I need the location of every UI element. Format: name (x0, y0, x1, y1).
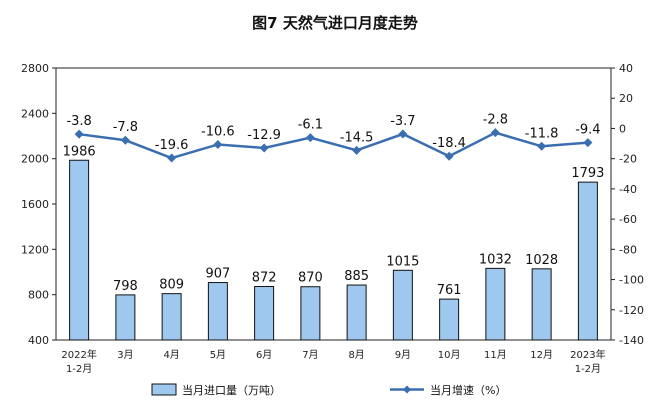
x-tick-label: 6月 (256, 349, 272, 361)
x-tick-label: 1-2月 (66, 363, 92, 375)
bar-value-label: 870 (298, 271, 323, 286)
bar (485, 267, 506, 341)
left-tick-label: 1600 (21, 198, 49, 211)
x-tick-label: 1-2月 (575, 363, 601, 375)
line-point (444, 151, 454, 161)
line-point (583, 138, 593, 148)
legend-line-marker (403, 385, 411, 394)
left-tick-label: 2000 (21, 153, 49, 166)
bar (254, 286, 275, 341)
left-tick-label: 1200 (21, 243, 49, 256)
line-point (167, 153, 177, 163)
x-tick-label: 2023年 (570, 348, 605, 361)
line-value-label: -6.1 (298, 118, 323, 133)
bar-value-label: 1028 (525, 253, 558, 268)
line-point (537, 141, 547, 151)
line-point (213, 139, 223, 149)
plot-frame (55, 67, 612, 341)
line-value-label: -19.6 (155, 138, 189, 153)
x-tick-label: 12月 (530, 349, 553, 361)
right-tick-label: -40 (619, 183, 637, 196)
x-tick-label: 11月 (484, 349, 507, 361)
line-value-label: -12.9 (247, 128, 281, 143)
left-tick-label: 2400 (21, 107, 49, 120)
line-value-label: -3.7 (390, 114, 415, 129)
left-axis: 400 800 1200 1600 2000 2400 2800 (21, 62, 56, 347)
x-axis: 2022年 1-2月 3月 4月 5月 6月 7月 8月 9月 10月 11月 12月 2023年 1-2… (61, 348, 605, 375)
left-tick-label: 400 (28, 334, 49, 347)
bar-value-label: 809 (159, 278, 184, 293)
bar (392, 269, 413, 341)
line-value-label: -3.8 (66, 114, 91, 129)
line-point (120, 135, 130, 145)
x-tick-label: 7月 (302, 349, 318, 361)
right-tick-label: -100 (619, 274, 644, 287)
bar-value-label: 885 (344, 269, 369, 284)
right-tick-label: -80 (619, 243, 637, 256)
right-tick-label: -60 (619, 213, 637, 226)
line-point (490, 128, 500, 138)
line-point (259, 143, 269, 153)
bar (69, 159, 90, 341)
right-tick-label: 20 (619, 92, 633, 105)
bar-value-label: 1986 (63, 144, 96, 159)
bar (346, 284, 367, 341)
line-value-label: -7.8 (113, 120, 138, 135)
bar (161, 293, 182, 341)
x-tick-label: 5月 (210, 349, 226, 361)
line-value-label: -11.8 (525, 126, 559, 141)
x-tick-label: 9月 (395, 349, 411, 361)
bar-value-label: 907 (205, 267, 230, 282)
bar-data-labels: 1986 798 809 907 872 870 885 1015 761 1032 1028 179… (63, 144, 605, 298)
line-value-label: -9.4 (575, 123, 600, 138)
bar (300, 286, 321, 341)
left-tick-label: 800 (28, 289, 49, 302)
line-point (74, 129, 84, 139)
bar-value-label: 761 (437, 283, 462, 298)
line-point (352, 145, 362, 155)
right-tick-label: -20 (619, 153, 637, 166)
bar (577, 181, 598, 341)
bar-value-label: 1015 (386, 254, 419, 269)
line-value-label: -14.5 (340, 130, 374, 145)
x-tick-label: 3月 (117, 349, 133, 361)
chart-title: 图7 天然气进口月度走势 (252, 14, 418, 32)
bar (531, 268, 552, 341)
line-point (305, 133, 315, 143)
x-tick-label: 10月 (438, 349, 461, 361)
plot-border (55, 67, 612, 341)
bar-series (69, 159, 598, 341)
x-tick-label: 4月 (163, 349, 179, 361)
line-data-labels: -3.8 -7.8 -19.6 -10.6 -12.9 -6.1 -14.5 -3.7 -18.… (66, 113, 600, 153)
legend-line-label: 当月增速（%） (430, 383, 506, 397)
legend: 当月进口量（万吨） 当月增速（%） (151, 383, 506, 397)
bar-value-label: 872 (252, 271, 277, 286)
bar (115, 294, 136, 341)
legend-bar-label: 当月进口量（万吨） (182, 383, 281, 397)
line-value-label: -18.4 (432, 136, 466, 151)
right-tick-label: -140 (619, 334, 644, 347)
right-tick-label: -120 (619, 304, 644, 317)
right-tick-label: 40 (619, 62, 633, 75)
line-series (74, 128, 593, 163)
line-value-label: -2.8 (483, 113, 508, 128)
x-tick-label: 8月 (348, 349, 364, 361)
line-value-label: -10.6 (201, 124, 235, 139)
legend-bar-swatch (151, 383, 177, 396)
x-tick-label: 2022年 (61, 348, 96, 361)
right-tick-label: 0 (619, 122, 626, 135)
line-point (398, 129, 408, 139)
bar-value-label: 798 (113, 279, 138, 294)
right-axis: -140 -120 -100 -80 -60 -40 -20 0 20 40 (611, 62, 644, 347)
left-tick-label: 2800 (21, 62, 49, 75)
bar (207, 282, 228, 341)
growth-line (78, 131, 588, 160)
bar-value-label: 1032 (479, 252, 512, 267)
bar (439, 298, 460, 341)
bar-value-label: 1793 (571, 166, 604, 181)
